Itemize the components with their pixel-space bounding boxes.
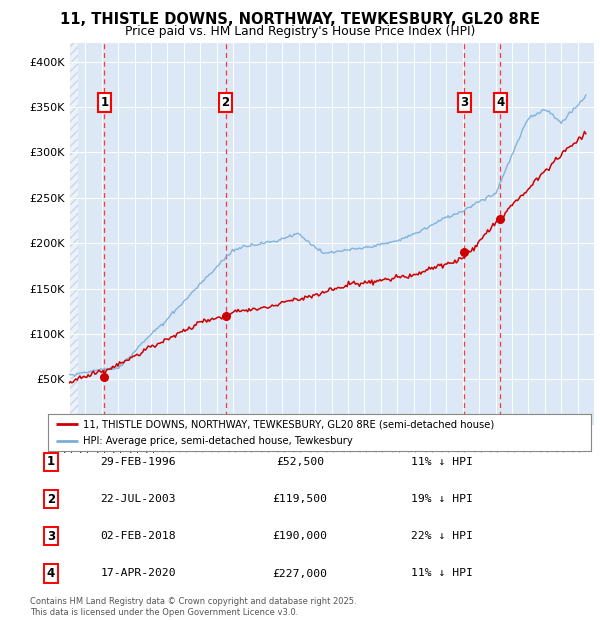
Text: £52,500: £52,500 <box>276 457 324 467</box>
Text: 2: 2 <box>47 493 55 505</box>
Text: Price paid vs. HM Land Registry's House Price Index (HPI): Price paid vs. HM Land Registry's House … <box>125 25 475 37</box>
Text: 17-APR-2020: 17-APR-2020 <box>100 569 176 578</box>
Text: 1: 1 <box>100 96 109 109</box>
Text: 1: 1 <box>47 456 55 468</box>
Text: 29-FEB-1996: 29-FEB-1996 <box>100 457 176 467</box>
Text: Contains HM Land Registry data © Crown copyright and database right 2025.
This d: Contains HM Land Registry data © Crown c… <box>30 598 356 617</box>
Text: 4: 4 <box>47 567 55 580</box>
Text: 11% ↓ HPI: 11% ↓ HPI <box>411 457 473 467</box>
Text: 02-FEB-2018: 02-FEB-2018 <box>100 531 176 541</box>
Text: 11, THISTLE DOWNS, NORTHWAY, TEWKESBURY, GL20 8RE (semi-detached house): 11, THISTLE DOWNS, NORTHWAY, TEWKESBURY,… <box>83 419 494 429</box>
Text: £119,500: £119,500 <box>272 494 328 504</box>
Text: 3: 3 <box>47 530 55 542</box>
Text: 11% ↓ HPI: 11% ↓ HPI <box>411 569 473 578</box>
Text: 11, THISTLE DOWNS, NORTHWAY, TEWKESBURY, GL20 8RE: 11, THISTLE DOWNS, NORTHWAY, TEWKESBURY,… <box>60 12 540 27</box>
Text: £227,000: £227,000 <box>272 569 328 578</box>
Text: £190,000: £190,000 <box>272 531 328 541</box>
Text: 22-JUL-2003: 22-JUL-2003 <box>100 494 176 504</box>
Text: 22% ↓ HPI: 22% ↓ HPI <box>411 531 473 541</box>
Text: HPI: Average price, semi-detached house, Tewkesbury: HPI: Average price, semi-detached house,… <box>83 436 353 446</box>
Text: 4: 4 <box>496 96 505 109</box>
Bar <box>69 43 78 425</box>
Text: 19% ↓ HPI: 19% ↓ HPI <box>411 494 473 504</box>
Text: 2: 2 <box>221 96 230 109</box>
Text: 3: 3 <box>460 96 468 109</box>
